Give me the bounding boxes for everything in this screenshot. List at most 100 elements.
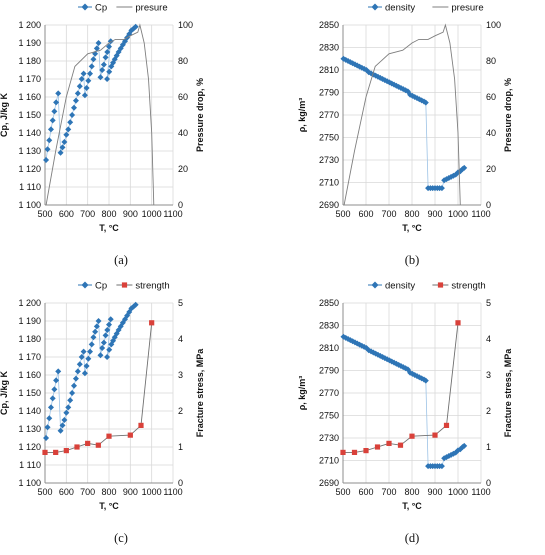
data-point-strength <box>127 432 133 438</box>
data-point-Cp <box>102 54 109 61</box>
x-tick-label: 900 <box>123 487 138 497</box>
legend: density strength <box>368 281 486 292</box>
panel-label: (a) <box>114 253 128 267</box>
data-point-Cp <box>67 119 74 126</box>
y-tick-label: 2810 <box>319 65 339 75</box>
data-point-Cp <box>46 137 53 144</box>
data-point-density <box>438 463 445 470</box>
panel-label: (b) <box>405 253 420 267</box>
data-point-Cp <box>132 23 139 30</box>
legend-marker-diamond <box>371 281 379 289</box>
data-point-strength <box>138 422 144 428</box>
data-point-Cp <box>90 56 97 63</box>
panel-label: (d) <box>405 531 420 545</box>
x-tick-label: 800 <box>404 487 419 497</box>
x-tick-label: 800 <box>101 487 116 497</box>
data-point-Cp <box>85 355 92 362</box>
y2-tick-label: 3 <box>486 370 491 380</box>
data-point-Cp <box>106 346 113 353</box>
y-tick-label: 1 200 <box>18 20 41 30</box>
legend-marker-square <box>437 282 444 288</box>
data-point-Cp <box>43 435 50 441</box>
legend-label: Cp <box>95 281 107 292</box>
y-axis-label: Cp, J/kg K <box>0 93 9 138</box>
data-point-strength <box>63 448 69 454</box>
data-point-Cp <box>49 117 56 124</box>
chart-panel-2: 2690 2710 2730 2750 2770 2790 2810 2830 2850 500 6… <box>297 3 513 268</box>
legend: Cp strength <box>78 281 170 292</box>
y-tick-label: 1 160 <box>18 370 41 380</box>
data-point-Cp <box>74 90 81 97</box>
data-point-Cp <box>80 348 87 355</box>
y-tick-label: 1 170 <box>18 74 41 84</box>
data-point-strength <box>397 442 404 448</box>
x-tick-label: 1000 <box>142 209 162 219</box>
legend-label: Cp <box>95 3 107 14</box>
data-point-Cp <box>72 97 79 104</box>
data-point-Cp <box>90 334 97 341</box>
data-point-Cp <box>78 76 85 82</box>
data-point-Cp <box>83 85 90 91</box>
y2-tick-label: 20 <box>178 164 188 174</box>
x-axis-label: T, °C <box>402 223 422 233</box>
legend-label: density <box>385 281 415 292</box>
data-point-strength <box>85 440 91 446</box>
data-point-Cp <box>87 70 94 77</box>
legend: density presure <box>368 3 484 14</box>
data-point-Cp <box>76 361 83 368</box>
y-tick-label: 2730 <box>319 155 339 165</box>
series-connector-density <box>343 336 465 467</box>
y-tick-label: 2810 <box>319 343 339 353</box>
y-tick-label: 1 200 <box>18 298 41 308</box>
y-tick-label: 1 190 <box>18 316 41 326</box>
y2-tick-label: 2 <box>178 406 183 416</box>
data-point-Cp <box>69 390 76 396</box>
x-axis-label: T, °C <box>402 501 422 511</box>
y2-tick-label: 5 <box>486 298 491 308</box>
legend-label: strength <box>135 281 169 292</box>
y2-tick-label: 40 <box>178 128 188 138</box>
data-point-Cp <box>72 375 79 382</box>
data-point-Cp <box>61 417 68 423</box>
x-tick-label: 1100 <box>163 487 182 497</box>
x-tick-label: 600 <box>59 209 74 219</box>
y-tick-label: 2690 <box>319 200 339 210</box>
series-line-presure <box>343 23 461 206</box>
y2-axis-label: Pressure drop, % <box>503 78 513 152</box>
data-point-density <box>422 377 429 384</box>
x-tick-label: 900 <box>427 209 442 219</box>
data-point-Cp <box>57 427 64 434</box>
data-point-strength <box>409 433 415 439</box>
x-tick-label: 500 <box>335 209 350 219</box>
y-tick-label: 2730 <box>319 433 339 443</box>
legend-label: presure <box>135 3 167 14</box>
data-point-Cp <box>49 395 56 402</box>
y-axis-label: ρ, kg/m³ <box>297 376 307 411</box>
data-point-Cp <box>132 301 139 308</box>
x-tick-label: 600 <box>358 487 373 497</box>
y-tick-label: 2850 <box>319 298 339 308</box>
y2-tick-label: 100 <box>178 20 193 30</box>
data-point-strength <box>340 449 346 455</box>
data-point-Cp <box>104 327 111 333</box>
x-tick-label: 1100 <box>471 209 490 219</box>
y2-tick-label: 0 <box>178 200 183 210</box>
data-point-strength <box>374 444 381 450</box>
data-point-Cp <box>47 126 54 133</box>
legend: Cp presure <box>78 3 168 14</box>
y-tick-label: 2690 <box>319 478 339 488</box>
data-point-Cp <box>80 70 87 77</box>
data-point-Cp <box>104 76 111 82</box>
x-tick-label: 700 <box>80 209 95 219</box>
data-point-Cp <box>97 352 104 359</box>
data-point-strength <box>432 432 438 438</box>
data-point-Cp <box>93 323 100 330</box>
data-point-Cp <box>99 67 106 73</box>
y2-tick-label: 3 <box>178 370 183 380</box>
y-tick-label: 2830 <box>319 321 339 331</box>
data-point-Cp <box>44 424 51 431</box>
data-point-Cp <box>87 348 94 355</box>
data-point-strength <box>455 320 461 326</box>
y2-tick-label: 80 <box>178 56 188 66</box>
